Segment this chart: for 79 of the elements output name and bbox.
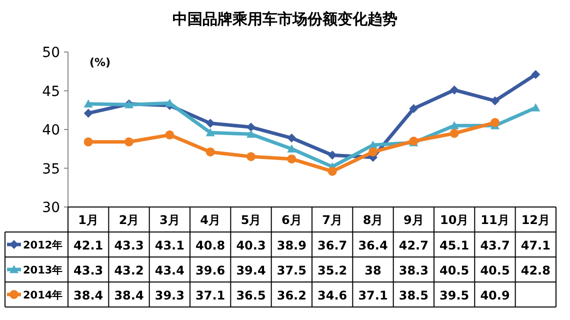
y-tick-label: 45 (42, 84, 60, 100)
point (531, 70, 540, 79)
point (124, 137, 134, 146)
legend-label: 2013年 (23, 264, 64, 276)
point (490, 96, 500, 106)
x-tick-label: 3月 (159, 213, 180, 227)
data-label: 43.3 (74, 264, 104, 278)
data-label: 40.5 (440, 264, 470, 278)
point (246, 130, 256, 138)
point (450, 128, 459, 138)
x-tick-label: 11月 (480, 213, 510, 227)
data-label: 45.1 (440, 238, 470, 252)
x-tick-label: 2月 (118, 213, 140, 227)
data-label: 43.7 (480, 238, 510, 252)
x-tick-label: 7月 (322, 213, 343, 227)
data-label: 42.1 (74, 238, 104, 252)
legend-label: 2014年 (23, 288, 64, 302)
data-label: 47.1 (520, 238, 550, 252)
point (450, 85, 459, 94)
y-tick-label: 40 (42, 122, 60, 138)
x-tick-label: 1月 (78, 213, 99, 227)
point (246, 152, 256, 162)
data-label: 36.2 (276, 288, 306, 302)
y-tick-label: 50 (42, 45, 60, 61)
data-label: 39.3 (154, 288, 184, 302)
x-tick-label: 4月 (200, 213, 221, 227)
data-label: 43.1 (154, 238, 184, 252)
legend-label: 2012年 (23, 238, 64, 252)
point (206, 147, 215, 156)
data-label: 40.8 (196, 238, 226, 252)
x-tick-label: 8月 (362, 213, 384, 227)
data-label: 37.5 (276, 264, 306, 278)
x-tick-label: 10月 (440, 213, 469, 227)
data-label: 43.4 (154, 264, 184, 278)
point (287, 154, 296, 164)
data-label: 42.8 (520, 264, 550, 278)
point (287, 134, 296, 143)
point (368, 147, 378, 156)
data-label: 35.2 (318, 264, 348, 278)
data-label: 43.3 (114, 238, 144, 252)
x-tick-label: 9月 (403, 213, 424, 227)
data-label: 39.5 (440, 288, 470, 302)
data-label: 37.1 (358, 288, 388, 302)
data-label: 40.3 (236, 238, 266, 252)
point (490, 118, 500, 128)
data-label: 38.5 (398, 288, 428, 302)
data-label: 37.1 (196, 288, 226, 302)
x-tick-label: 12月 (521, 213, 550, 227)
data-label: 34.6 (318, 288, 348, 302)
x-tick-label: 5月 (240, 213, 262, 227)
point (84, 108, 93, 118)
point (206, 128, 215, 136)
data-label: 38.3 (398, 264, 428, 278)
chart-title: 中国品牌乘用车市场份额变化趋势 (172, 10, 398, 28)
point (409, 104, 418, 114)
point (84, 137, 93, 146)
y-tick-label: 30 (42, 200, 60, 216)
data-label: 38.4 (114, 288, 144, 302)
data-label: 39.4 (236, 264, 266, 278)
y-axis-title: (%) (89, 56, 111, 69)
point (531, 103, 540, 112)
point (287, 144, 296, 152)
data-label: 36.7 (318, 238, 348, 252)
point (450, 121, 459, 130)
data-label: 40.5 (480, 264, 510, 278)
data-label: 36.4 (358, 238, 388, 252)
point (165, 130, 174, 140)
data-label: 38 (364, 264, 382, 278)
y-tick-label: 35 (42, 161, 60, 178)
point (84, 99, 93, 108)
point (328, 166, 337, 176)
data-label: 38.4 (74, 288, 104, 302)
data-label: 43.2 (114, 264, 144, 278)
data-label: 36.5 (236, 288, 266, 302)
data-label: 38.9 (276, 238, 306, 252)
x-tick-label: 6月 (281, 213, 302, 227)
data-label: 40.9 (480, 288, 510, 302)
data-label: 42.7 (398, 238, 428, 252)
data-label: 39.6 (196, 264, 226, 278)
